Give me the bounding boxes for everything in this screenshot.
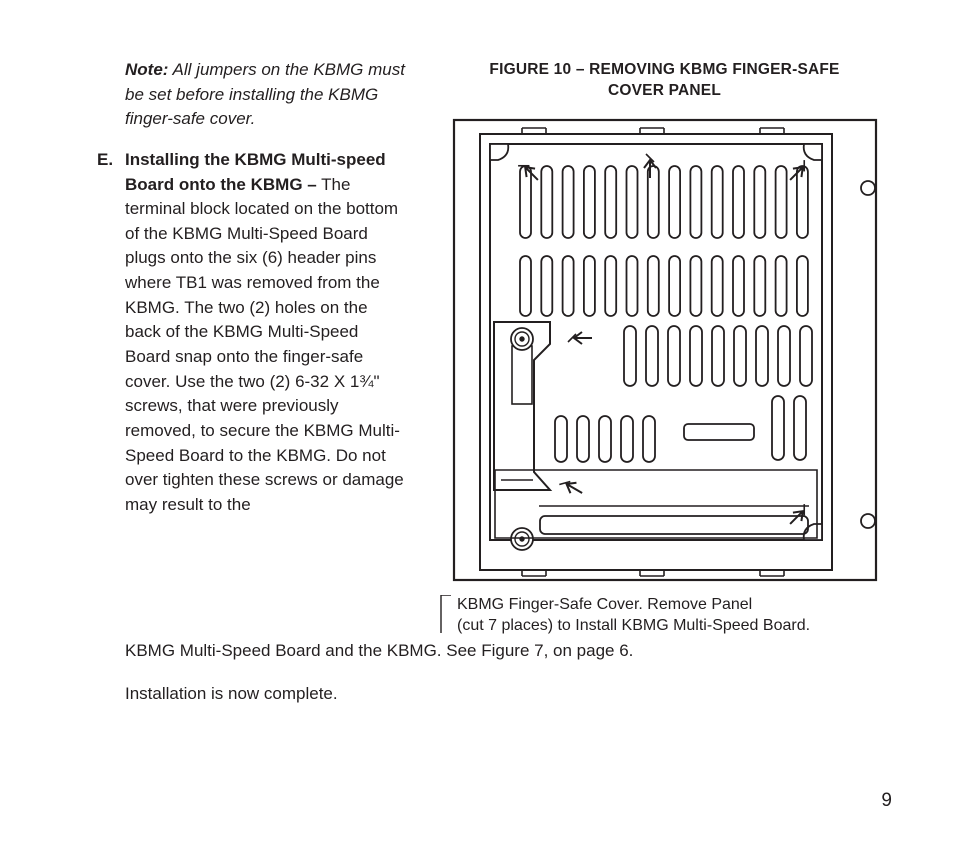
two-column-layout: Note: All jumpers on the KBMG must be se… [125, 58, 894, 637]
completion-paragraph: Installation is now complete. [125, 682, 894, 707]
caption-line1: KBMG Finger-Safe Cover. Remove Panel [457, 596, 752, 613]
cover-panel-diagram [450, 116, 880, 584]
figure-caption: KBMG Finger-Safe Cover. Remove Panel (cu… [435, 594, 894, 637]
page-number: 9 [881, 790, 892, 812]
note-paragraph: Note: All jumpers on the KBMG must be se… [125, 58, 405, 132]
right-figure-column: FIGURE 10 – REMOVING KBMG FINGER-SAFE CO… [435, 58, 894, 637]
left-text-column: Note: All jumpers on the KBMG must be se… [125, 58, 405, 637]
manual-page: Note: All jumpers on the KBMG must be se… [0, 0, 954, 848]
section-e: E. Installing the KBMG Multi-speed Board… [125, 148, 405, 518]
figure-title-line1: FIGURE 10 – REMOVING KBMG FINGER-SAFE [489, 61, 839, 78]
section-letter: E. [97, 148, 125, 518]
section-text: The terminal block located on the bottom… [125, 175, 404, 514]
caption-line2: (cut 7 places) to Install KBMG Multi-Spe… [457, 617, 810, 634]
caption-bracket-icon [437, 595, 455, 635]
figure-title: FIGURE 10 – REMOVING KBMG FINGER-SAFE CO… [435, 60, 894, 102]
note-label: Note: [125, 60, 168, 79]
continuation-text: KBMG Multi-Speed Board and the KBMG. See… [125, 639, 894, 706]
continuation-paragraph: KBMG Multi-Speed Board and the KBMG. See… [125, 639, 894, 664]
section-body: Installing the KBMG Multi-speed Board on… [125, 148, 405, 518]
figure-title-line2: COVER PANEL [608, 82, 721, 99]
